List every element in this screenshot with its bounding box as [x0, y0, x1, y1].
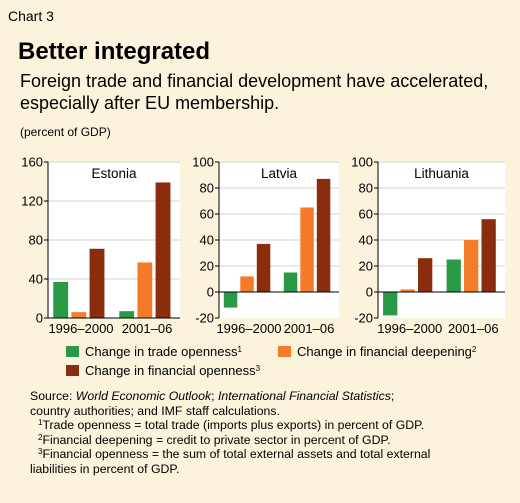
y-tick-label-estonia: 160	[21, 155, 43, 170]
legend-label-trade: Change in trade openness	[85, 344, 238, 359]
legend-item-trade-openness: Change in trade openness 1	[66, 344, 242, 359]
bar-lithuania-0-1	[400, 289, 415, 292]
panel-title-estonia: Estonia	[91, 166, 137, 181]
y-tick-label-latvia: -20	[195, 311, 214, 326]
panel-title-lithuania: Lithuania	[414, 166, 469, 181]
bar-lithuania-1-2	[481, 219, 496, 292]
x-tick-label-latvia: 1996–2000	[216, 321, 281, 336]
legend-swatch-openness	[66, 365, 79, 376]
footnote-3-line-2: liabilities in percent of GDP.	[30, 461, 180, 476]
notes: Source: World Economic Outlook; Internat…	[30, 389, 510, 477]
legend-label-deepening: Change in financial deepening	[297, 344, 472, 359]
chart-label: Chart 3	[8, 8, 54, 24]
footnote-2: 2Financial deepening = credit to private…	[38, 432, 391, 447]
y-tick-label-lithuania: 100	[351, 155, 373, 170]
chart-title: Better integrated	[18, 38, 211, 65]
footnote-1: 1Trade openness = total trade (imports p…	[38, 418, 425, 433]
x-tick-label-estonia: 1996–2000	[48, 321, 113, 336]
legend-item-financial-deepening: Change in financial deepening 2	[278, 344, 476, 359]
y-tick-label-estonia: 120	[21, 194, 43, 209]
bar-estonia-1-0	[119, 311, 135, 318]
bar-latvia-1-2	[316, 178, 331, 292]
unit-label: (percent of GDP)	[20, 125, 111, 139]
legend-swatch-trade	[66, 346, 79, 357]
bar-latvia-0-0	[223, 292, 238, 308]
y-tick-label-lithuania: -20	[354, 311, 373, 326]
bar-lithuania-0-0	[383, 292, 398, 316]
bar-estonia-0-2	[89, 248, 105, 318]
y-tick-label-lithuania: 40	[359, 233, 373, 248]
bar-latvia-1-0	[283, 272, 298, 292]
bar-estonia-1-2	[155, 182, 171, 318]
bar-latvia-0-1	[240, 276, 254, 292]
x-tick-label-lithuania: 2001–06	[448, 321, 499, 336]
y-tick-label-lithuania: 80	[359, 181, 373, 196]
bar-estonia-0-1	[71, 312, 87, 318]
x-tick-label-estonia: 2001–06	[122, 321, 173, 336]
bar-lithuania-1-0	[446, 259, 461, 292]
bar-lithuania-0-2	[418, 258, 433, 292]
legend-label-openness: Change in financial openness	[85, 363, 256, 378]
y-tick-label-lithuania: 0	[366, 285, 373, 300]
y-tick-label-latvia: 60	[200, 207, 214, 222]
y-tick-label-latvia: 100	[192, 155, 214, 170]
y-tick-label-estonia: 0	[36, 311, 43, 326]
legend-item-financial-openness: Change in financial openness 3	[66, 363, 260, 378]
x-tick-label-lithuania: 1996–2000	[377, 321, 442, 336]
x-tick-label-latvia: 2001–06	[284, 321, 335, 336]
panel-title-latvia: Latvia	[261, 166, 298, 181]
bar-estonia-1-1	[137, 262, 153, 318]
legend-note-trade: 1	[237, 345, 242, 354]
y-tick-label-estonia: 40	[29, 272, 43, 287]
bar-lithuania-1-1	[464, 240, 479, 292]
source-line-2: country authorities; and IMF staff calcu…	[30, 403, 280, 418]
bar-latvia-1-1	[300, 207, 314, 292]
legend-note-openness: 3	[255, 364, 261, 373]
subtitle-line-2: especially after EU membership.	[20, 93, 280, 113]
footnote-3: 3Financial openness = the sum of total e…	[38, 447, 431, 462]
chart-subtitle: Foreign trade and financial development …	[20, 70, 510, 114]
y-tick-label-latvia: 0	[207, 285, 214, 300]
y-tick-label-lithuania: 60	[359, 207, 373, 222]
y-tick-label-estonia: 80	[29, 233, 43, 248]
bar-estonia-0-0	[53, 281, 69, 318]
y-tick-label-lithuania: 20	[359, 259, 373, 274]
subtitle-line-1: Foreign trade and financial development …	[20, 71, 489, 91]
legend-swatch-deepening	[278, 346, 291, 357]
y-tick-label-latvia: 20	[200, 259, 214, 274]
source-line-1: Source: World Economic Outlook; Internat…	[30, 389, 395, 403]
bar-latvia-0-2	[256, 243, 271, 292]
legend-note-deepening: 2	[471, 345, 477, 354]
y-tick-label-latvia: 40	[200, 233, 214, 248]
y-tick-label-latvia: 80	[200, 181, 214, 196]
